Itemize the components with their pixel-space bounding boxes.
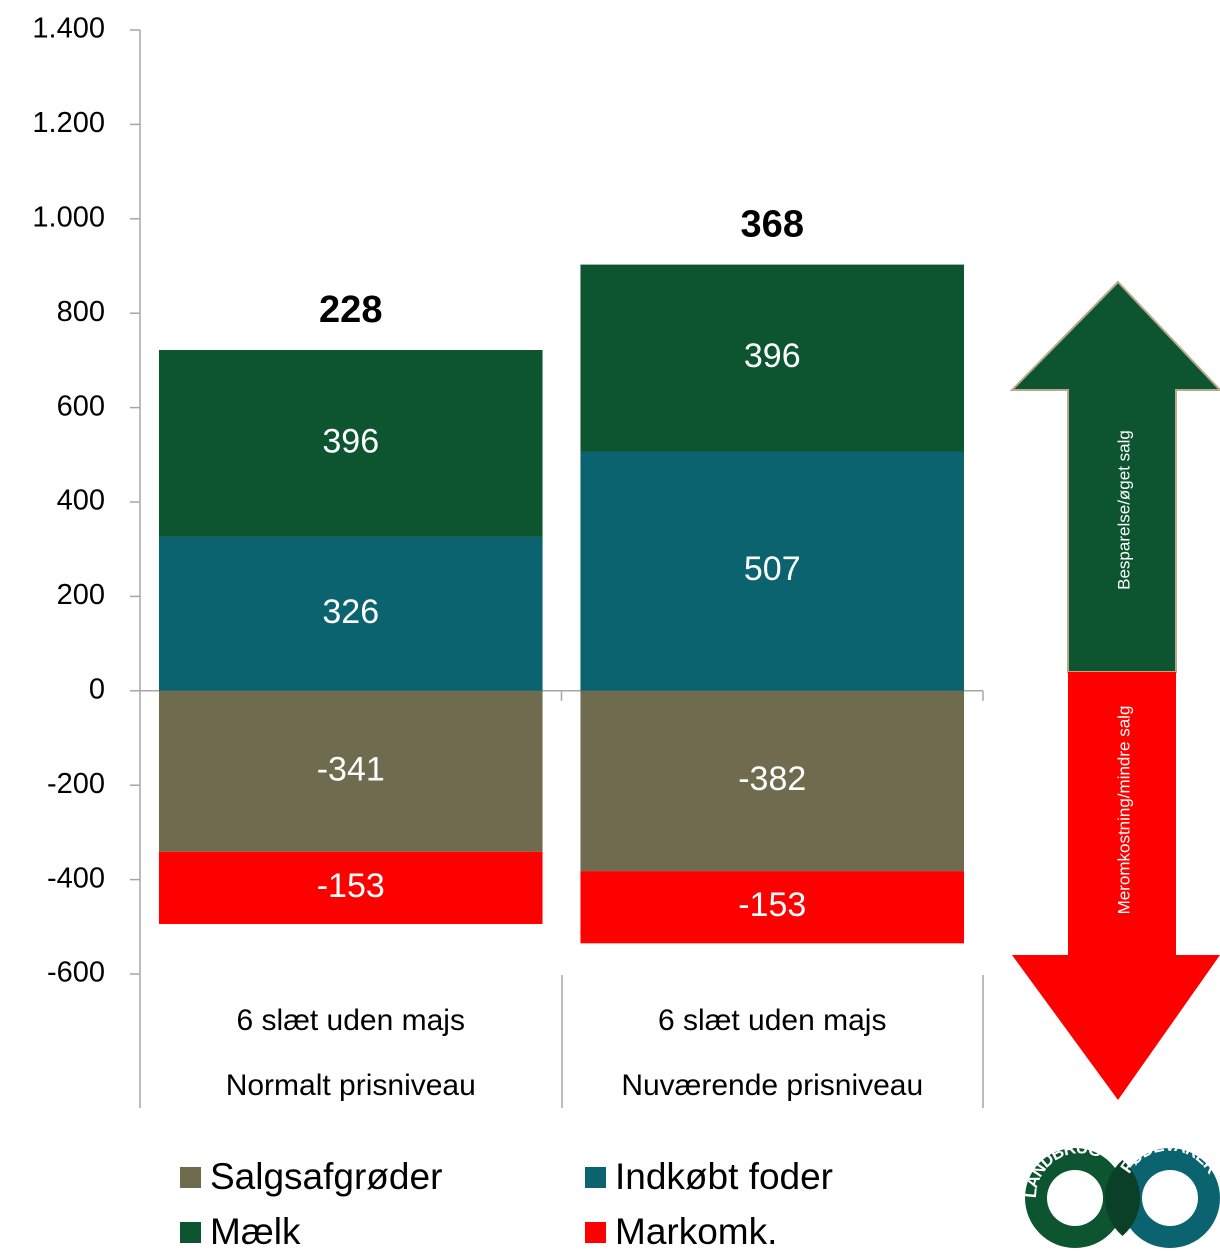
legend-swatch [180,1222,201,1243]
y-tick-label: -200 [47,768,105,800]
arrows: Besparelse/øget salg Meromkostning/mindr… [1009,280,1220,1100]
legend-label: Mælk [210,1211,301,1251]
y-tick-label: -400 [47,862,105,894]
bar-segment [158,690,543,852]
total-label: 368 [741,204,804,246]
legend-label: Markomk. [615,1211,777,1251]
legend-label: Indkøbt foder [615,1156,833,1197]
bar-segment [580,264,965,452]
axes [139,30,984,1108]
value-label: 396 [744,337,801,375]
y-tick-label: -600 [47,957,105,989]
bar-segment [580,871,965,944]
x-tick-label: 6 slæt uden majs [237,1004,465,1037]
value-label: 326 [322,593,379,631]
y-tick-label: 1.200 [32,107,105,139]
down-arrow [1012,672,1220,1100]
legend-swatch [585,1167,606,1188]
bar-segment [158,851,543,924]
y-tick-label: 0 [89,673,105,705]
y-tick-label: 1.000 [32,201,105,233]
x-tick-label: 6 slæt uden majs [658,1004,886,1037]
x-tick-label: Normalt prisniveau [226,1069,476,1102]
logo: LANDBRUG FØDEVARER [1021,1136,1220,1248]
legend-swatch [180,1167,201,1188]
bar-segment [158,350,543,537]
value-label: -382 [738,760,806,798]
value-label: -153 [738,886,806,924]
y-tick-label: 1.400 [32,13,105,45]
y-tick-label: 800 [57,296,105,328]
annotation: Meromkostning/mindre salg [1114,706,1133,915]
value-label: 507 [744,550,801,588]
bar-segment [580,451,965,691]
legend-swatch [585,1222,606,1243]
legend-label: Salgsafgrøder [210,1156,442,1197]
y-tick-label: 400 [57,485,105,517]
annotation: Besparelse/øget salg [1114,430,1133,590]
value-label: -341 [317,750,385,788]
x-tick-label: Nuværende prisniveau [621,1069,923,1102]
bar-segment [580,690,965,872]
y-tick-label: 200 [57,579,105,611]
bar-segment [158,536,543,691]
total-label: 228 [319,289,382,331]
value-label: 396 [322,422,379,460]
y-tick-label: 600 [57,390,105,422]
value-label: -153 [317,867,385,905]
